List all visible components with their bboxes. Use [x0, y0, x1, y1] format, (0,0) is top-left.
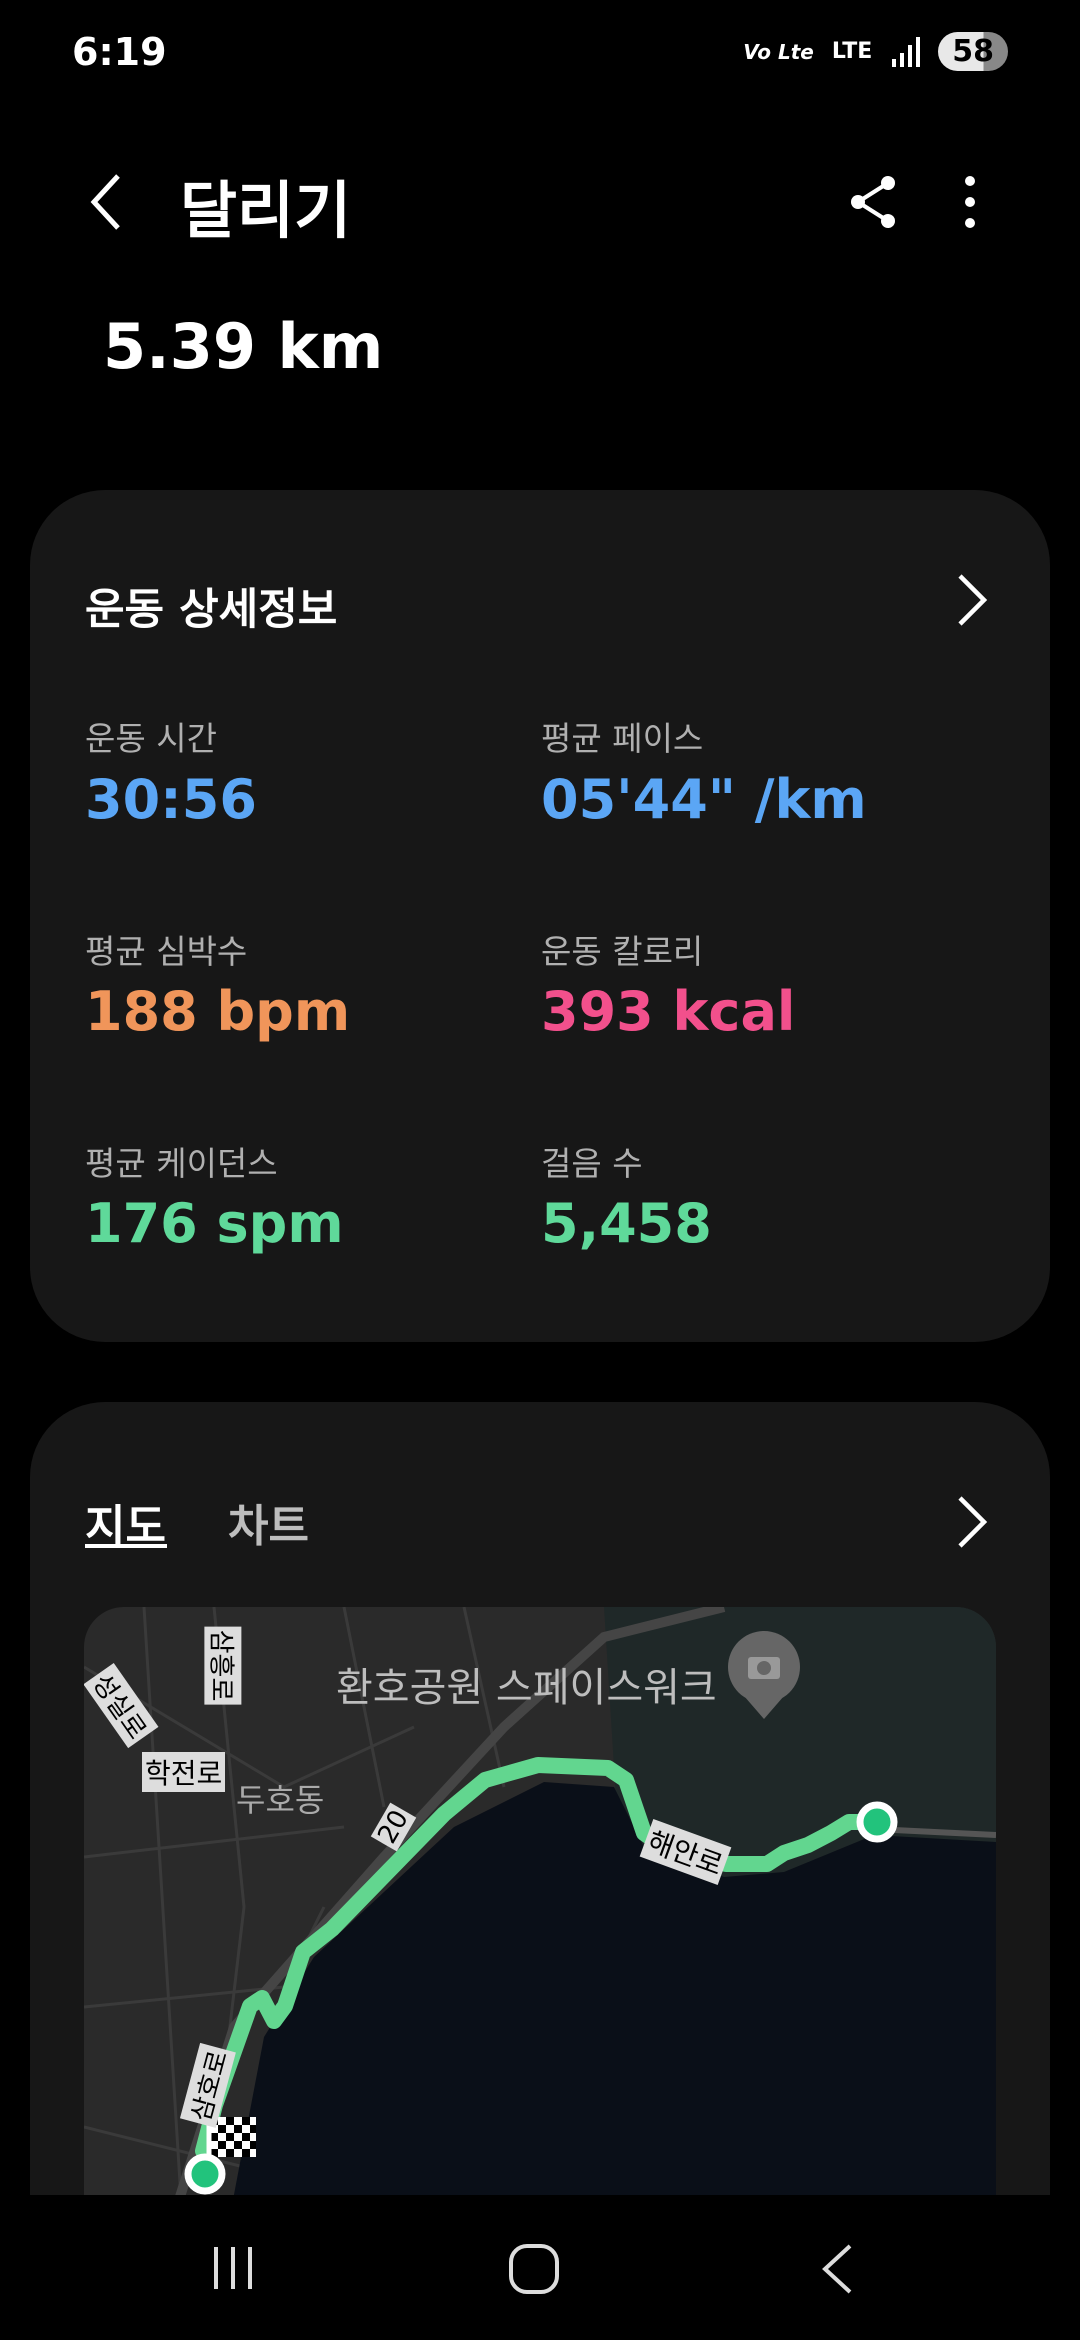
home-icon[interactable] — [508, 2243, 560, 2295]
metric-label: 운동 시간 — [85, 719, 217, 758]
metric-label: 걸음 수 — [541, 1144, 643, 1183]
recents-icon[interactable] — [210, 2245, 256, 2291]
map-road-label: 삼흥로 — [204, 1626, 242, 1705]
chevron-right-icon[interactable] — [956, 1494, 990, 1550]
status-icons: Vo Lte LTE 58 — [743, 32, 1008, 71]
card-title: 운동 상세정보 — [85, 585, 338, 635]
lte-icon: LTE — [831, 39, 873, 64]
route-map[interactable]: 환호공원 스페이스워크 두호동 학전로 해안로 삼호로 성실로 삼흥로 20 — [84, 1607, 996, 2247]
total-distance: 5.39 km — [103, 310, 384, 383]
map-poi-label: 환호공원 스페이스워크 — [336, 1665, 717, 1711]
finish-flag-icon — [206, 2117, 256, 2174]
map-area-label: 두호동 — [236, 1781, 325, 1819]
end-marker — [856, 1801, 898, 1843]
chevron-right-icon[interactable] — [956, 572, 990, 628]
metric-value: 176 spm — [85, 1192, 344, 1255]
metric-value: 393 kcal — [541, 980, 796, 1043]
active-tab-indicator — [85, 1544, 167, 1548]
metric-value: 5,458 — [541, 1192, 712, 1255]
map-road-label: 학전로 — [142, 1752, 226, 1792]
more-vertical-icon[interactable] — [960, 175, 980, 229]
navigation-bar — [0, 2195, 1080, 2340]
page-title: 달리기 — [180, 174, 352, 247]
metric-value: 05'44" /km — [541, 768, 867, 831]
start-marker — [184, 2153, 226, 2195]
metric-label: 평균 심박수 — [85, 932, 248, 971]
metric-value: 188 bpm — [85, 980, 351, 1043]
metric-value: 30:56 — [85, 768, 257, 831]
map-card: 지도 차트 환호공원 스페이스워크 두호동 학전로 해안로 — [30, 1402, 1050, 2302]
signal-icon — [892, 36, 921, 67]
metric-label: 평균 페이스 — [541, 719, 704, 758]
route-line — [195, 1757, 883, 2159]
battery-indicator: 58 — [938, 32, 1008, 71]
back-icon[interactable] — [820, 2243, 854, 2295]
metric-label: 운동 칼로리 — [541, 932, 704, 971]
map-canvas — [84, 1607, 996, 2247]
tab-chart[interactable]: 차트 — [228, 1501, 309, 1552]
share-icon[interactable] — [848, 175, 898, 229]
chevron-left-icon[interactable] — [88, 172, 124, 232]
workout-details-card[interactable]: 운동 상세정보 운동 시간 30:56 평균 페이스 05'44" /km 평균 심박수… — [30, 490, 1050, 1342]
metric-label: 평균 케이던스 — [85, 1144, 278, 1183]
volte-icon: Vo Lte — [743, 39, 814, 64]
camera-poi-icon — [728, 1631, 800, 1719]
status-time: 6:19 — [72, 30, 167, 74]
tab-map[interactable]: 지도 — [85, 1501, 166, 1552]
